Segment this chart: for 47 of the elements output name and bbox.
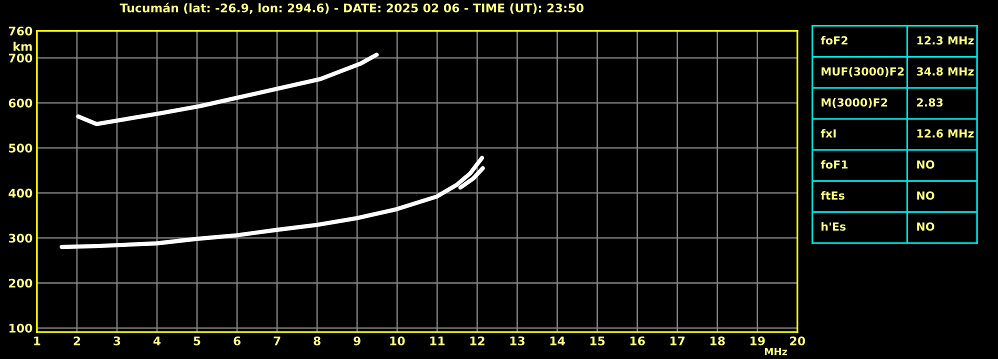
text: h'Es <box>822 222 846 231</box>
text: 34.8 MHz <box>916 67 974 76</box>
y-tick-label: 300 <box>8 234 32 243</box>
y-tick-label: 200 <box>9 278 32 288</box>
x-tick-label: 1 <box>34 336 40 346</box>
x-tick-label: 12 <box>470 336 484 346</box>
x-tick-label: 3 <box>114 336 120 346</box>
x-tick-label: 15 <box>590 336 605 346</box>
x-tick-label: 20 <box>790 336 806 346</box>
x-axis-title: MHz <box>764 348 788 356</box>
text: NO <box>917 191 934 200</box>
y-axis-title: km <box>14 42 32 51</box>
line-series <box>76 52 379 126</box>
text: NO <box>917 222 934 231</box>
x-tick-label: 19 <box>750 336 765 346</box>
x-tick-label: 2 <box>74 336 80 346</box>
x-tick-label: 16 <box>630 336 645 346</box>
x-tick-label: 7 <box>274 336 280 346</box>
text: M(3000)F2 <box>822 98 888 108</box>
x-tick-label: 9 <box>354 336 360 346</box>
y-tick-label: 500 <box>9 144 32 153</box>
text: 2.83 <box>916 98 943 107</box>
y-tick-label: 600 <box>8 98 32 108</box>
x-tick-label: 5 <box>194 336 200 346</box>
y-tick-label: 400 <box>8 188 32 198</box>
y-tick-label: 760 <box>8 26 32 36</box>
text: MUF(3000)F2 <box>822 67 904 77</box>
x-tick-label: 18 <box>710 336 725 346</box>
text: foF2 <box>820 36 848 45</box>
x-tick-label: 14 <box>550 336 565 346</box>
chart-title: Tucumán (lat: -26.9, lon: 294.6) - DATE: 2025 02 06 - TIME (UT): 23:50 <box>120 2 584 14</box>
text: ftEs <box>820 191 844 200</box>
x-tick-label: 11 <box>430 336 445 346</box>
x-tick-label: 4 <box>153 336 161 346</box>
text: fxI <box>820 129 836 138</box>
text: 12.3 MHz <box>917 36 974 45</box>
y-tick-label: 100 <box>9 324 32 333</box>
x-tick-label: 6 <box>234 336 241 346</box>
y-tick-label: 700 <box>8 54 32 63</box>
text: foF1 <box>820 160 848 169</box>
x-tick-label: 8 <box>314 336 320 346</box>
x-tick-label: 13 <box>510 336 524 346</box>
text: NO <box>917 160 934 169</box>
x-tick-label: 10 <box>390 336 405 346</box>
text: 12.6 MHz <box>917 129 974 138</box>
x-tick-label: 17 <box>670 336 685 346</box>
line-series <box>60 156 484 250</box>
